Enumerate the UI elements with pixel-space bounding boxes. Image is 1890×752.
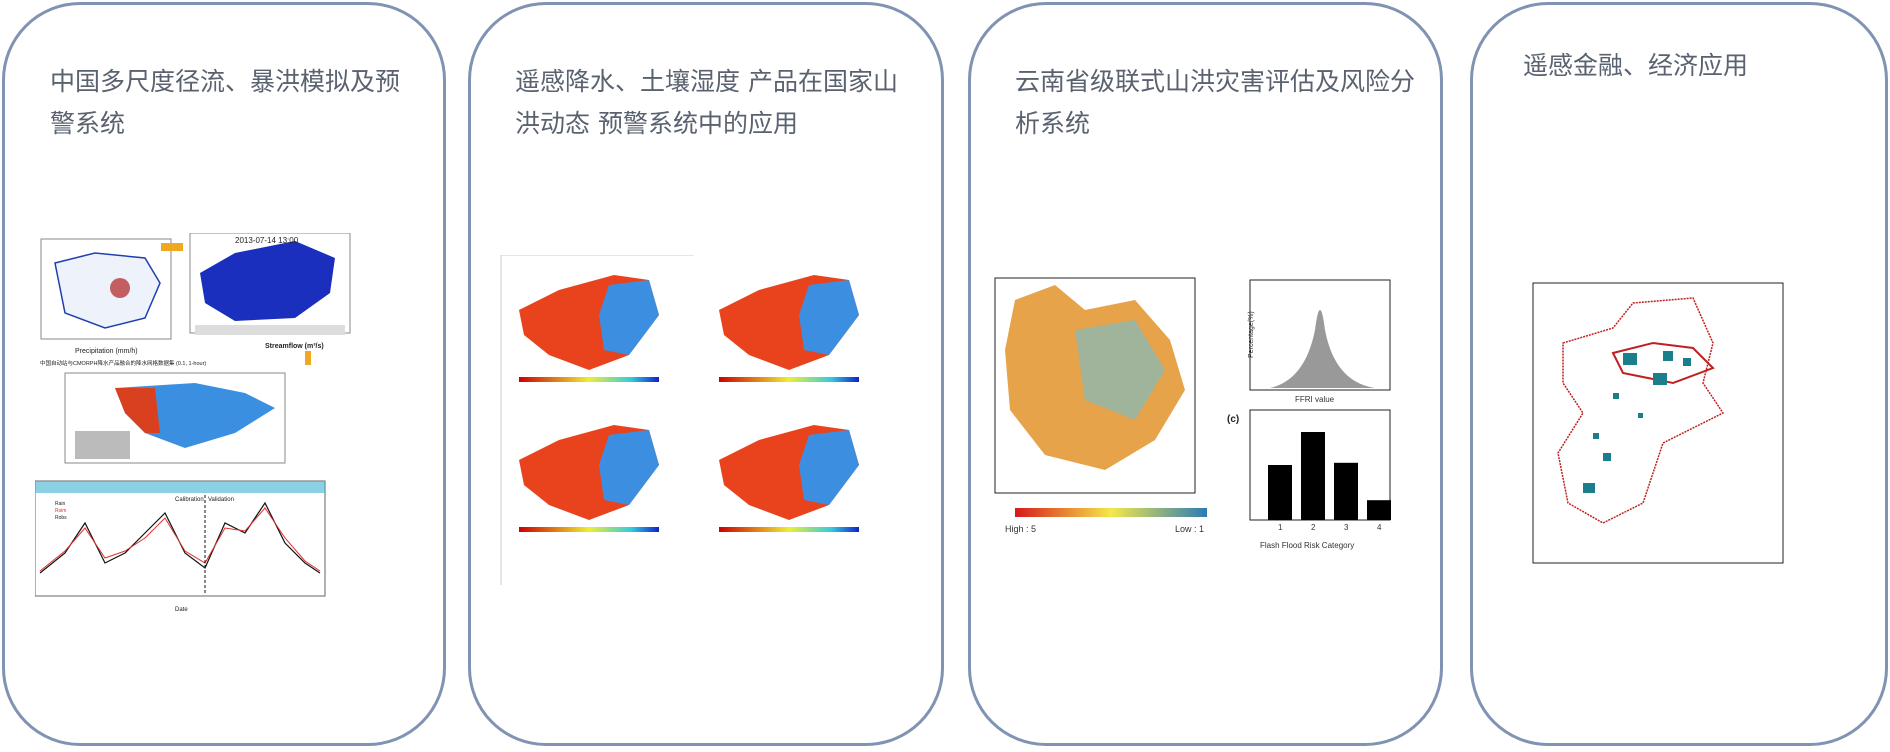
map-panel-3 <box>519 425 659 532</box>
card-remote-sensing-precip[interactable]: 遥感降水、土壤湿度 产品在国家山洪动态 预警系统中的应用 <box>468 2 944 746</box>
validation-label: Validation <box>208 497 234 503</box>
risk-bar-1 <box>1268 465 1292 520</box>
bar-tick-label: 3 <box>1344 523 1349 532</box>
bar-tick-label: 2 <box>1311 523 1316 532</box>
streamflow-label: Streamflow (m³/s) <box>265 343 324 350</box>
map-panel-2 <box>719 275 859 382</box>
card-finance-economics[interactable]: 遥感金融、经济应用 <box>1470 2 1888 746</box>
risk-bar-2 <box>1301 432 1325 520</box>
flood-simulation-figure: Precipitation (mm/h) 中国自动站与CMORPH降水产品融合的… <box>35 233 351 613</box>
precip-label: Precipitation (mm/h) <box>75 348 138 355</box>
colorbar-low: Low : 1 <box>1175 524 1204 534</box>
card-title: 中国多尺度径流、暴洪模拟及预警系统 <box>50 67 401 138</box>
card-title: 遥感降水、土壤湿度 产品在国家山洪动态 预警系统中的应用 <box>515 67 898 138</box>
bar-tick-label: 1 <box>1278 523 1283 532</box>
risk-bar-4 <box>1367 500 1391 520</box>
hist-xlabel: FFRI value <box>1295 395 1335 404</box>
risk-bar-3 <box>1334 462 1358 520</box>
card-title: 云南省级联式山洪灾害评估及风险分析系统 <box>1015 67 1416 138</box>
legend-rsim: Rsim <box>55 508 66 514</box>
colorbar-high: High : 5 <box>1005 524 1036 534</box>
yunnan-risk-figure: High : 5 Low : 1 FFRI value Percentage(%… <box>994 277 1391 550</box>
bar-xlabel: Flash Flood Risk Category <box>1260 541 1354 550</box>
x-axis-label: Date <box>175 607 188 613</box>
card-flood-simulation-system[interactable]: 中国多尺度径流、暴洪模拟及预警系统 Precipitation (mm/h) 中… <box>2 2 446 746</box>
risk-colorbar <box>1015 508 1207 517</box>
panel-label: (c) <box>1227 414 1239 425</box>
card-yunnan-flood-risk[interactable]: 云南省级联式山洪灾害评估及风险分析系统 High : 5 Low : 1 FFR… <box>968 2 1443 746</box>
calibration-label: Calibration <box>175 497 204 503</box>
precip-maps-figure <box>500 255 694 585</box>
map-timestamp: 2013-07-14 13:00 <box>235 236 299 245</box>
map-panel-1 <box>519 275 659 382</box>
card-title: 遥感金融、经济应用 <box>1523 51 1749 80</box>
legend-robs: Robs <box>55 515 67 521</box>
hist-ylabel: Percentage(%) <box>1248 311 1255 358</box>
map-panel-4 <box>719 425 859 532</box>
legend-rain: Rain <box>55 501 66 507</box>
product-caption: 中国自动站与CMORPH降水产品融合的降水网格数据集 (0.1, 1-hour) <box>40 359 206 367</box>
finance-map-figure <box>1532 282 1784 564</box>
precip-maps-figure-right <box>719 275 859 532</box>
bar-tick-label: 4 <box>1377 523 1382 532</box>
